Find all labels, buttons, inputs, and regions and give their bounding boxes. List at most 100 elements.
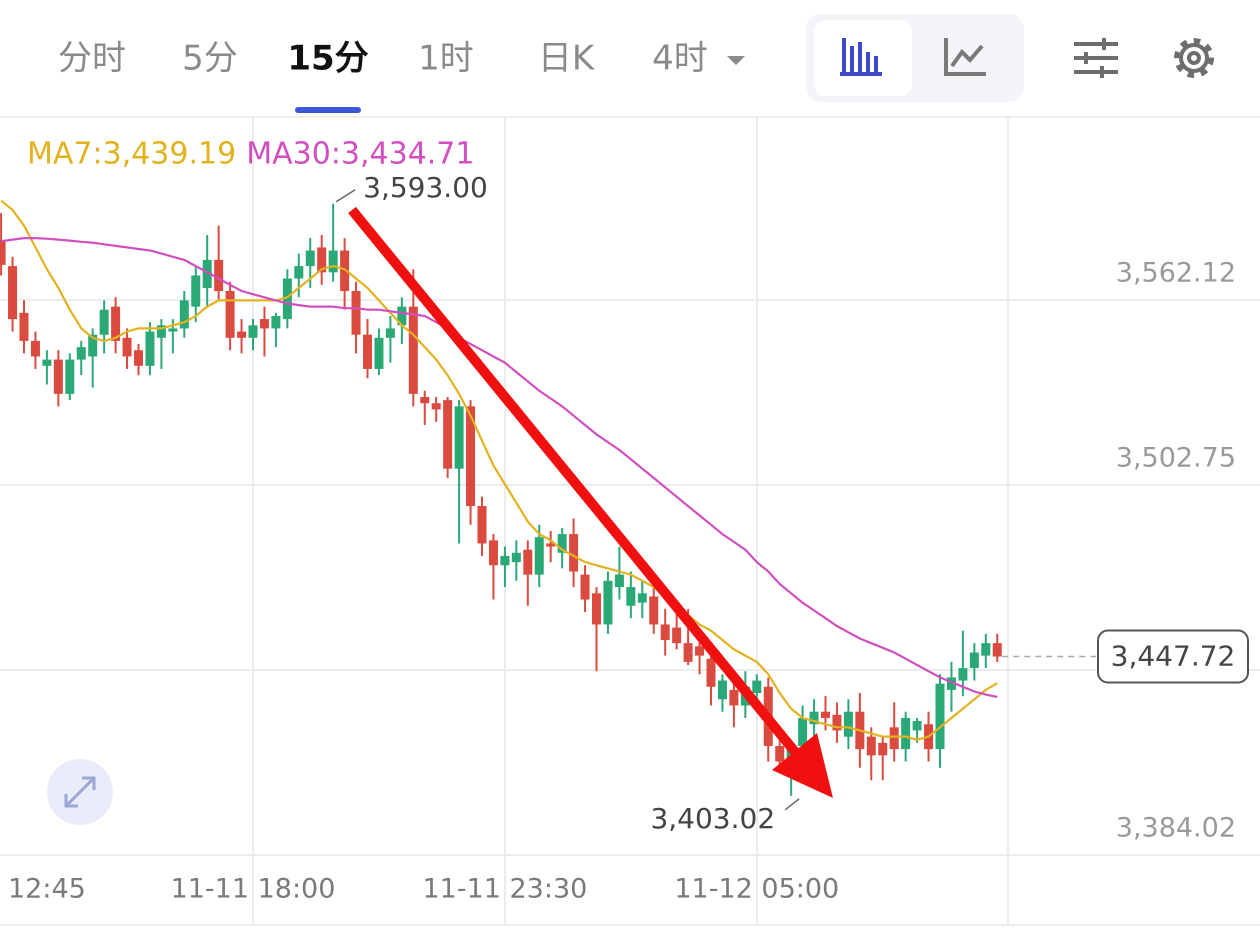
interval-tab[interactable]: 5分 bbox=[182, 39, 238, 79]
last-price-box bbox=[1097, 629, 1249, 684]
y-tick-label: 3,502.75 bbox=[1116, 443, 1236, 474]
line-mode-button[interactable] bbox=[944, 38, 986, 76]
candle-body bbox=[0, 239, 6, 265]
vertical-grid bbox=[252, 117, 1009, 925]
candle-body bbox=[42, 359, 52, 366]
candle-body bbox=[809, 711, 819, 725]
candle-body bbox=[660, 624, 670, 641]
candle-body bbox=[237, 331, 247, 338]
ma-line bbox=[0, 237, 998, 699]
settings-gear-button[interactable] bbox=[1174, 38, 1214, 78]
candle-body bbox=[374, 337, 384, 369]
candle-body bbox=[145, 331, 155, 366]
interval-tab[interactable]: 4时 bbox=[652, 39, 708, 79]
interval-tab[interactable]: 日K bbox=[538, 39, 596, 79]
candle-body bbox=[946, 677, 956, 690]
candle-body bbox=[603, 580, 613, 625]
candle-body bbox=[294, 266, 304, 279]
candle-body bbox=[111, 306, 121, 341]
x-tick-label: 12:45 bbox=[8, 874, 86, 905]
candle-body bbox=[614, 574, 624, 588]
candle-body bbox=[866, 736, 876, 756]
interval-tab[interactable]: 15分 bbox=[287, 39, 368, 79]
candle-body bbox=[752, 680, 762, 694]
candle-body bbox=[969, 652, 979, 669]
x-tick-label: 11-11 18:00 bbox=[171, 874, 336, 905]
candle-body bbox=[53, 359, 63, 394]
last-price-label: 3,447.72 bbox=[1111, 640, 1236, 673]
candle-body bbox=[843, 711, 853, 737]
candle-body bbox=[99, 309, 109, 335]
candle-body bbox=[385, 328, 395, 338]
candle-body bbox=[637, 593, 647, 603]
dropdown-caret[interactable] bbox=[727, 56, 745, 65]
candle-body bbox=[420, 396, 430, 404]
candle-body bbox=[729, 689, 739, 706]
candle-body bbox=[65, 359, 75, 394]
trend-arrow bbox=[348, 206, 833, 798]
candle-body bbox=[511, 552, 521, 563]
legend-entry: MA7:3,439.19 bbox=[27, 137, 236, 172]
candle-body bbox=[168, 328, 178, 332]
candle-body bbox=[821, 711, 830, 718]
legend-entry: MA30:3,434.71 bbox=[246, 137, 474, 172]
candle-body bbox=[477, 506, 487, 544]
candle-body bbox=[30, 340, 40, 357]
candle-body bbox=[76, 347, 86, 360]
candle-body bbox=[878, 742, 888, 756]
ma-line bbox=[0, 199, 998, 741]
interval-tabs: 分时 5分 15分 1时 日K 4时 bbox=[58, 39, 708, 79]
candle-body bbox=[534, 537, 544, 575]
candle-body bbox=[305, 250, 315, 267]
candle-body bbox=[488, 540, 498, 566]
candle-body bbox=[592, 593, 601, 625]
candle-body bbox=[992, 643, 1002, 657]
candle-body bbox=[214, 259, 224, 292]
candle-body bbox=[500, 555, 510, 566]
candle-body bbox=[8, 266, 18, 320]
candle-body bbox=[912, 721, 922, 731]
high-label: 3,593.00 bbox=[363, 171, 488, 204]
candle-body bbox=[717, 680, 727, 700]
candle-body bbox=[557, 534, 567, 553]
plot-area: 3,562.12 3,502.75 3,384.02 12:45 11-11 18:00… bbox=[0, 137, 1260, 905]
candle-body bbox=[351, 291, 361, 335]
y-tick-label: 3,384.02 bbox=[1116, 813, 1236, 844]
indicator-settings-button[interactable] bbox=[1074, 38, 1118, 78]
candle-body bbox=[317, 247, 327, 273]
candle-body bbox=[259, 319, 269, 329]
candle-body bbox=[156, 325, 166, 338]
candle-body bbox=[248, 325, 258, 338]
candle-body bbox=[179, 300, 189, 329]
x-tick-label: 11-12 05:00 bbox=[674, 874, 839, 905]
candle-body bbox=[431, 403, 441, 410]
candle-body bbox=[935, 683, 945, 750]
candle-body bbox=[958, 668, 968, 681]
low-leader bbox=[784, 798, 800, 811]
candle-body bbox=[523, 549, 533, 575]
candle-body bbox=[901, 717, 911, 750]
candle-body bbox=[672, 627, 682, 644]
expand-button[interactable] bbox=[47, 759, 113, 825]
candle-body bbox=[340, 250, 350, 292]
candle-body bbox=[88, 334, 98, 357]
candle-body bbox=[775, 745, 785, 762]
interval-tab[interactable]: 分时 bbox=[58, 39, 126, 79]
candle-body bbox=[889, 727, 899, 750]
candle-body bbox=[408, 306, 418, 394]
candle-body bbox=[134, 350, 143, 366]
interval-tab[interactable]: 1时 bbox=[418, 39, 474, 79]
candle-body bbox=[626, 587, 636, 606]
candle-body bbox=[225, 291, 235, 338]
candle-body bbox=[122, 337, 132, 357]
candle-body bbox=[363, 334, 372, 369]
candle-body bbox=[981, 643, 991, 656]
candle-body bbox=[328, 250, 338, 273]
candle-body bbox=[695, 646, 705, 656]
candle-body bbox=[19, 312, 29, 341]
candle-body bbox=[706, 658, 716, 687]
candle-body bbox=[443, 400, 453, 469]
candle-mode-button[interactable] bbox=[814, 20, 912, 96]
candle-body bbox=[191, 275, 201, 307]
candle-body bbox=[798, 717, 808, 746]
